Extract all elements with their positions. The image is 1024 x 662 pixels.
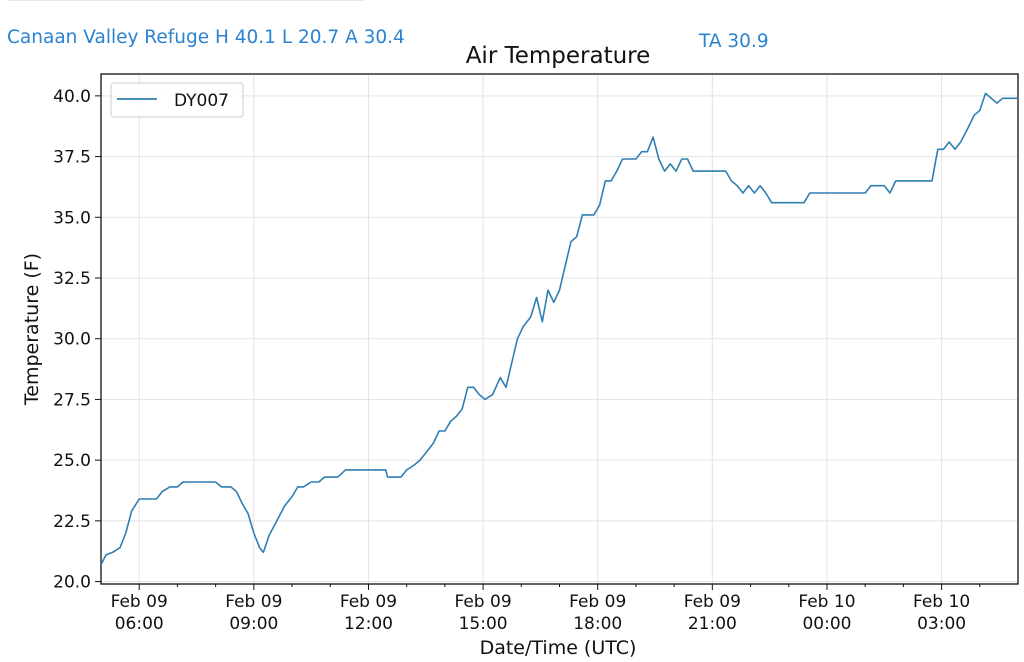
x-tick-time-label: 15:00: [459, 614, 508, 634]
x-tick-time-label: 06:00: [115, 614, 164, 634]
x-tick-date-label: Feb 09: [225, 592, 282, 612]
x-tick-date-label: Feb 09: [340, 592, 397, 612]
legend-label: DY007: [174, 91, 229, 111]
x-tick-time-label: 09:00: [229, 614, 278, 634]
series-line-dy007: [100, 92, 1018, 565]
legend-box: [110, 82, 244, 118]
x-tick-time-label: 18:00: [573, 614, 622, 634]
legend: DY007: [110, 82, 244, 118]
x-tick-time-label: 12:00: [344, 614, 393, 634]
y-tick-label: 27.5: [53, 390, 91, 410]
x-tick-time-label: 00:00: [802, 614, 851, 634]
y-tick-label: 22.5: [53, 512, 91, 532]
chart-title: Air Temperature: [466, 43, 651, 69]
y-tick-label: 35.0: [53, 208, 91, 228]
y-tick-label: 25.0: [53, 451, 91, 471]
x-axis-label: Date/Time (UTC): [480, 637, 637, 659]
header-divider: [8, 0, 364, 1]
x-tick-date-label: Feb 10: [798, 592, 855, 612]
x-tick-date-label: Feb 10: [913, 592, 970, 612]
y-tick-label: 37.5: [53, 148, 91, 168]
x-tick-time-label: 21:00: [688, 614, 737, 634]
x-tick-date-label: Feb 09: [569, 592, 626, 612]
y-tick-label: 32.5: [53, 269, 91, 289]
ta-readout-link[interactable]: TA 30.9: [699, 31, 769, 52]
x-tick-date-label: Feb 09: [684, 592, 741, 612]
y-tick-label: 40.0: [53, 87, 91, 107]
x-tick-date-label: Feb 09: [455, 592, 512, 612]
station-summary-link[interactable]: Canaan Valley Refuge H 40.1 L 20.7 A 30.…: [7, 27, 405, 48]
y-tick-label: 20.0: [53, 573, 91, 593]
grid-layer: [101, 74, 1018, 584]
x-tick-date-label: Feb 09: [111, 592, 168, 612]
y-axis-label: Temperature (F): [21, 253, 43, 406]
x-tick-time-label: 03:00: [917, 614, 966, 634]
plot-frame: [100, 73, 1019, 585]
tick-layer: 20.0 22.5 25.0 27.5 30.0 32.5 35.0 37.5 40.0 Feb …: [53, 87, 981, 634]
y-tick-label: 30.0: [53, 330, 91, 350]
